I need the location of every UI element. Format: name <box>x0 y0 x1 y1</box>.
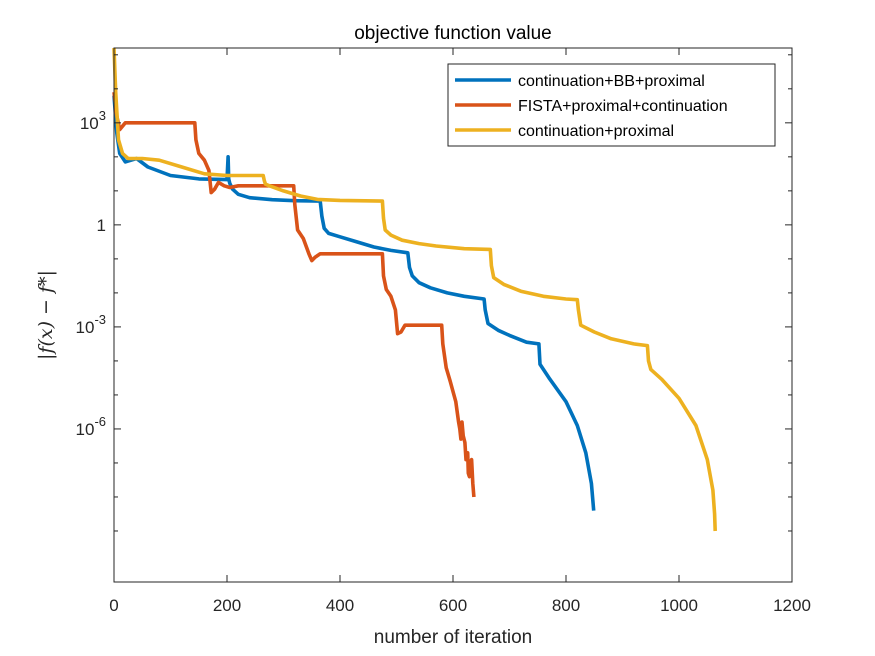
x-tick-label: 0 <box>109 596 118 615</box>
axes: 0 200 400 600 800 1000 1200 103 1 10-3 10-6 <box>76 47 811 615</box>
y-axis-label: |f(x) − f*| <box>35 270 57 360</box>
legend-label-3: continuation+proximal <box>518 123 674 140</box>
y-tick-label: 10-6 <box>76 414 106 439</box>
x-tick-label: 1000 <box>660 596 698 615</box>
y-tick-label: 103 <box>80 108 106 133</box>
x-tick-label: 200 <box>213 596 241 615</box>
series-line-2 <box>112 91 476 498</box>
series-line-3 <box>112 47 717 532</box>
legend-label-1: continuation+BB+proximal <box>518 73 705 90</box>
legend-label-2: FISTA+proximal+continuation <box>518 98 728 115</box>
x-tick-label: 400 <box>326 596 354 615</box>
chart-title: objective function value <box>354 23 552 44</box>
x-tick-label: 600 <box>439 596 467 615</box>
x-tick-label: 1200 <box>773 596 811 615</box>
x-axis-label: number of iteration <box>374 627 532 648</box>
y-tick-label: 10-3 <box>76 312 106 337</box>
series-line-1 <box>112 95 596 511</box>
y-tick-label: 1 <box>97 216 106 235</box>
series-lines <box>112 47 717 532</box>
legend: continuation+BB+proximal FISTA+proximal+c… <box>447 63 776 147</box>
x-tick-label: 800 <box>552 596 580 615</box>
